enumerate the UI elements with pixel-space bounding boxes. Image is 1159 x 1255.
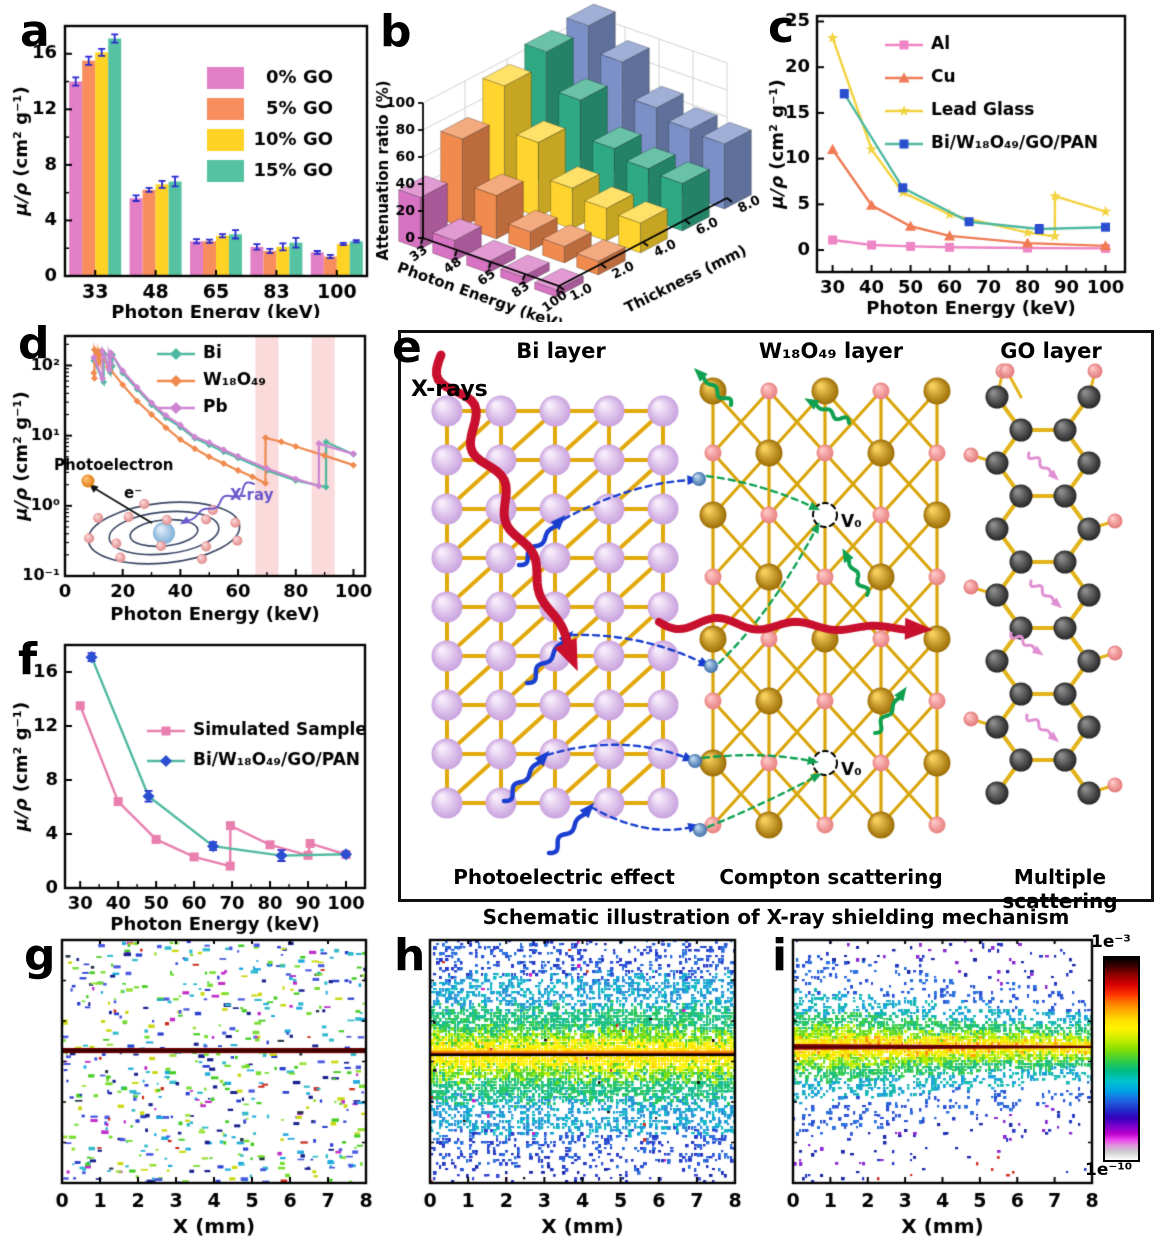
compton-scattering-label: Compton scattering [719,865,943,889]
panel-e: X-rays Bi layer W₁₈O₄₉ layer GO layer Ph… [398,330,1154,913]
panel-h-heatmap [388,930,760,1255]
panel-b-letter: b [380,6,412,57]
panel-g-heatmap [8,930,392,1255]
panel-b [368,0,766,322]
panel-f [2,633,375,935]
panel-d-letter: d [18,318,50,369]
panel-e-schematic [401,333,1151,899]
panel-i-heatmap [758,930,1159,1255]
panel-a-chart [2,0,375,318]
panel-f-chart [2,633,375,935]
colorbar-min-label: 1e⁻¹⁰ [1085,1160,1133,1180]
panel-g-letter: g [24,930,56,981]
panel-i: 1e⁻³ 1e⁻¹⁰ [758,930,1159,1255]
panel-e-letter: e [392,322,422,373]
photoelectric-effect-label: Photoelectric effect [453,865,675,889]
panel-d-chart [2,318,375,633]
bi-layer-label: Bi layer [516,339,606,363]
panel-c-letter: c [768,2,795,53]
colorbar [1103,956,1140,1162]
multiple-scattering-label: Multiple scattering [1002,865,1118,913]
go-layer-label: GO layer [1000,339,1102,363]
xrays-label: X-rays [411,377,488,402]
panel-c [760,0,1159,318]
panel-f-letter: f [18,634,38,685]
panel-i-letter: i [772,930,788,981]
panel-a-letter: a [20,6,50,57]
panel-b-chart [368,0,766,322]
colorbar-max-label: 1e⁻³ [1091,932,1131,952]
panel-h-letter: h [394,930,426,981]
panel-g [8,930,392,1255]
panel-h [388,930,760,1255]
panel-a [2,0,375,318]
panel-c-chart [760,0,1159,318]
schematic-caption: Schematic illustration of X-ray shieldin… [482,905,1070,929]
w18o49-layer-label: W₁₈O₄₉ layer [758,339,904,363]
panel-d [2,318,375,633]
